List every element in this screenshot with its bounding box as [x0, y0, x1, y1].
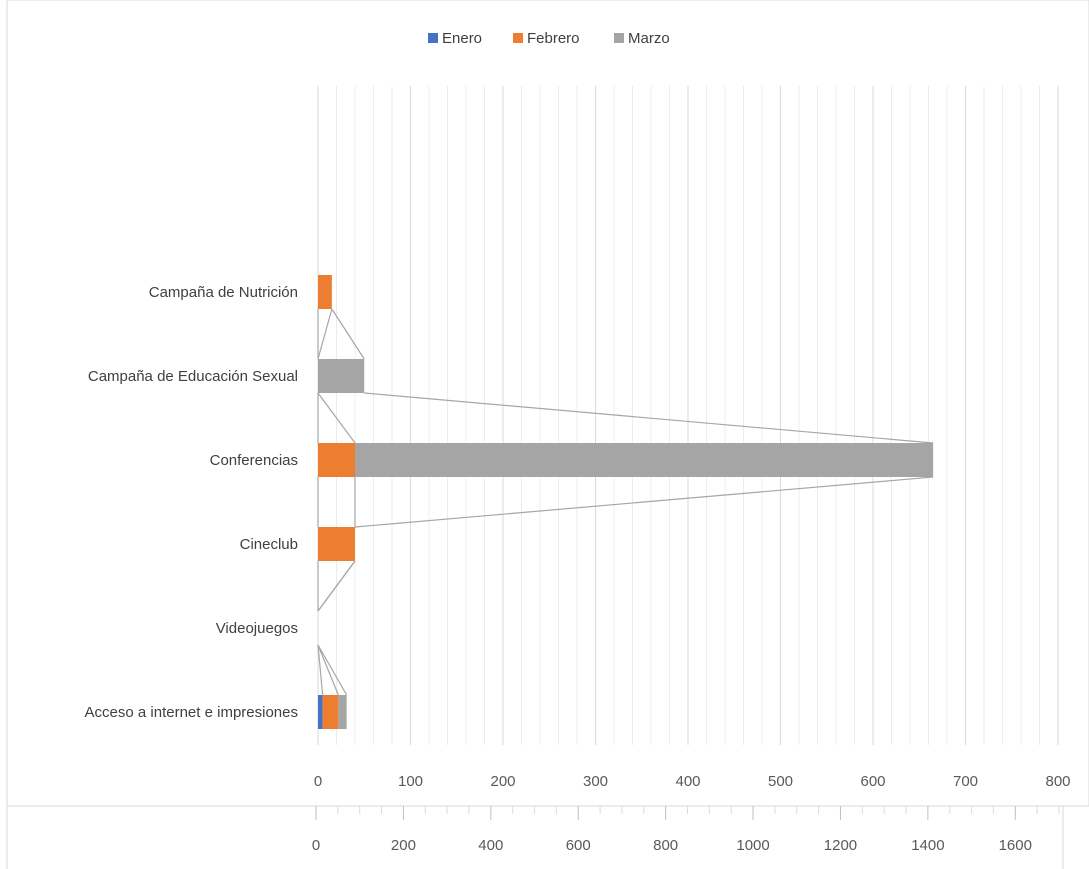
- series-line-febrero: [317, 392, 356, 444]
- legend-swatch-febrero: [513, 33, 523, 43]
- legend-label-febrero: Febrero: [527, 30, 580, 47]
- category-labels: Acceso a internet e impresiones Videojueg…: [85, 284, 298, 721]
- series-line-febrero: [317, 308, 333, 360]
- series-line-marzo: [354, 476, 934, 528]
- x2-tick-label: 1200: [824, 837, 857, 854]
- x-tick-label: 700: [953, 773, 978, 790]
- x2-tick-label: 600: [566, 837, 591, 854]
- bar-febrero-campana-de-nutricion: [318, 275, 332, 309]
- primary-x-axis-ticks: 0 100 200 300 400 500 600 700 800: [314, 773, 1071, 790]
- category-label: Videojuegos: [216, 620, 298, 637]
- x2-tick-label: 800: [653, 837, 678, 854]
- bars: [318, 275, 934, 729]
- series-line-marzo: [364, 392, 934, 444]
- x2-tick-label: 200: [391, 837, 416, 854]
- x-tick-label: 100: [398, 773, 423, 790]
- bar-febrero-cineclub: [318, 527, 355, 561]
- gridlines: [317, 86, 1059, 745]
- category-label: Campaña de Educación Sexual: [88, 368, 298, 385]
- series-line-marzo: [317, 560, 356, 612]
- series-line-marzo: [317, 644, 348, 696]
- legend-swatch-marzo: [614, 33, 624, 43]
- x-tick-label: 400: [675, 773, 700, 790]
- x-tick-label: 800: [1045, 773, 1070, 790]
- x-tick-label: 200: [490, 773, 515, 790]
- series-line-febrero: [317, 644, 339, 696]
- x2-tick-label: 400: [478, 837, 503, 854]
- bar-enero-acceso-a-internet-e-impresiones: [318, 695, 323, 729]
- bar-febrero-conferencias: [318, 443, 355, 477]
- x-tick-label: 600: [860, 773, 885, 790]
- secondary-x-axis: 0 200 400 600 800 1000 1200 1400 1600: [312, 806, 1060, 854]
- legend-swatch-enero: [428, 33, 438, 43]
- x2-tick-label: 1600: [999, 837, 1032, 854]
- series-line-marzo: [331, 308, 365, 360]
- legend: Enero Febrero Marzo: [428, 30, 670, 47]
- legend-label-enero: Enero: [442, 30, 482, 47]
- x2-tick-label: 1400: [911, 837, 944, 854]
- bar-febrero-acceso-a-internet-e-impresiones: [322, 695, 339, 729]
- bar-marzo-conferencias: [355, 443, 934, 477]
- category-label: Cineclub: [240, 536, 298, 553]
- chart-area-border: [6, 0, 1089, 807]
- bar-marzo-acceso-a-internet-e-impresiones: [338, 695, 347, 729]
- series-line-enero: [317, 644, 324, 696]
- category-label: Conferencias: [210, 452, 298, 469]
- x-tick-label: 500: [768, 773, 793, 790]
- category-label: Campaña de Nutrición: [149, 284, 298, 301]
- x2-tick-label: 0: [312, 837, 320, 854]
- x2-tick-label: 1000: [736, 837, 769, 854]
- x-tick-label: 300: [583, 773, 608, 790]
- series-lines: [317, 308, 934, 696]
- category-label: Acceso a internet e impresiones: [85, 704, 298, 721]
- legend-label-marzo: Marzo: [628, 30, 670, 47]
- x-tick-label: 0: [314, 773, 322, 790]
- bar-marzo-campana-de-educacion-sexual: [318, 359, 365, 393]
